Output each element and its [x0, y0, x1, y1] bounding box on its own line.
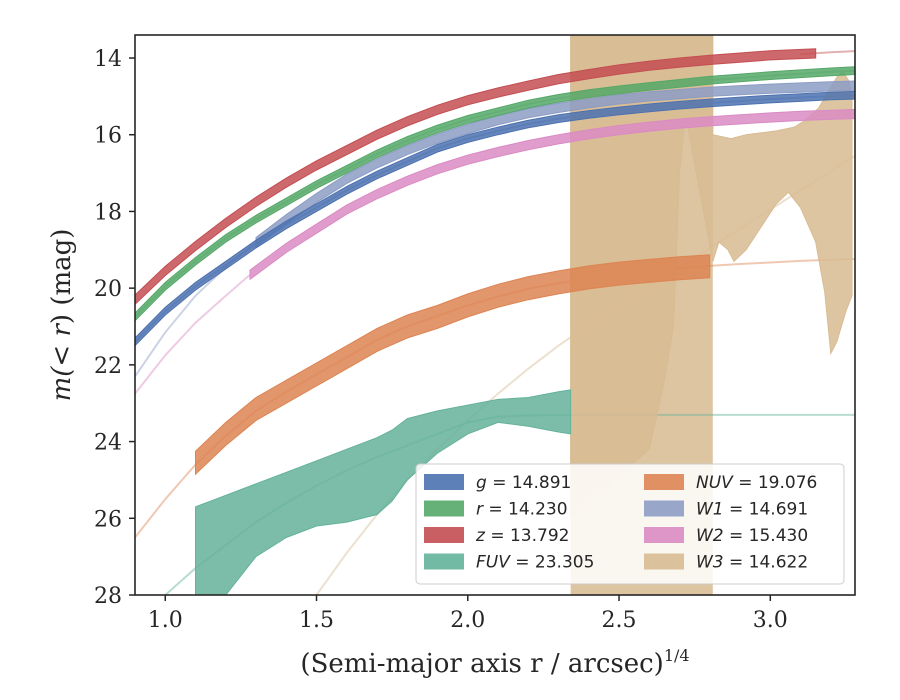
y-axis-label-var: < r: [47, 323, 77, 367]
x-tick-label: 1.0: [148, 608, 183, 633]
series-r-band: [135, 66, 855, 322]
legend-label-g: g = 14.891: [476, 473, 571, 493]
legend-swatch-g: [424, 474, 464, 490]
legend-swatch-W1: [644, 500, 684, 517]
series-W1-band: [255, 80, 855, 248]
y-tick-label: 24: [94, 431, 122, 456]
series-W2-band: [249, 108, 855, 281]
x-axis-label-text: (Semi-major axis r / arcsec): [300, 649, 663, 679]
axes-frame: [134, 34, 856, 596]
legend-box: [415, 463, 845, 585]
legend-label-z: z = 13.792: [475, 526, 569, 546]
series-NUV-band: [195, 254, 711, 476]
x-tick-label: 2.0: [450, 608, 485, 633]
series-W3-band: [570, 35, 853, 520]
plot-area: [135, 35, 855, 595]
y-tick-label: 22: [94, 354, 122, 379]
x-tick-label: 2.5: [602, 608, 637, 633]
y-tick-label: 28: [94, 584, 122, 609]
x-axis-label-exponent: 1/4: [664, 646, 690, 665]
legend-label-W2: W2 = 15.430: [696, 526, 808, 546]
x-tick-label: 1.5: [299, 608, 334, 633]
legend-label-r: r = 14.230: [476, 500, 568, 520]
y-tick-label: 14: [94, 47, 122, 72]
legend-swatch-W2: [644, 527, 684, 543]
y-tick-label: 26: [94, 507, 122, 532]
legend-swatch-NUV: [644, 474, 684, 490]
y-axis-label: m(< r) (mag): [47, 229, 77, 402]
x-tick-label: 3.0: [753, 608, 788, 633]
y-tick-label: 20: [94, 277, 122, 302]
legend: g = 14.891 r = 14.230 z = 13.792 FUV = 23.3…: [415, 463, 845, 585]
legend-swatch-FUV: [424, 553, 464, 570]
y-tick-label: 16: [94, 124, 122, 149]
legend-label-W3: W3 = 14.622: [696, 553, 808, 573]
series-z-band: [135, 48, 817, 305]
legend-swatch-z: [424, 527, 464, 543]
y-tick-label: 18: [94, 200, 122, 225]
series-g-band: [135, 90, 855, 347]
x-axis-label: (Semi-major axis r / arcsec)1/4: [300, 646, 689, 679]
y-axis-label-pre: m(: [47, 366, 77, 402]
legend-label-FUV: FUV = 23.305: [476, 553, 594, 573]
legend-label-W1: W1 = 14.691: [696, 500, 808, 520]
y-axis-label-post: ) (mag): [47, 229, 77, 325]
legend-label-NUV: NUV = 19.076: [696, 473, 817, 493]
series-FUV-band: [195, 389, 572, 595]
legend-swatch-r: [424, 500, 464, 517]
legend-swatch-W3: [644, 553, 684, 570]
series-W2-model-line: [135, 273, 251, 395]
ticks: 1.0 1.5 2.0 2.5 3.0 14 16 18 20 22 24 26 28: [94, 47, 788, 633]
